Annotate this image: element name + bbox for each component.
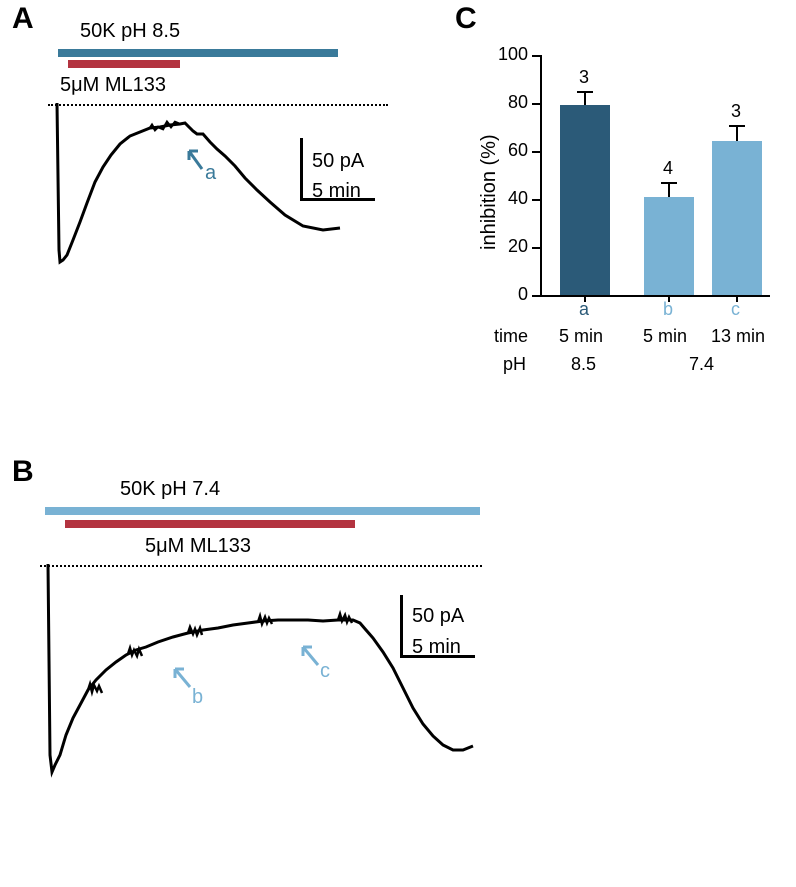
panel-b-scale-v-label: 50 pA (412, 605, 464, 628)
panel-c-n-label: 4 (663, 158, 673, 179)
panel-a-drug-label: 5μM ML133 (60, 74, 166, 97)
panel-c-ytick-label: 40 (496, 188, 528, 209)
panel-c-xtick (584, 295, 586, 302)
panel-c-ytick-label: 100 (496, 44, 528, 65)
panel-c-ytick (532, 199, 540, 201)
panel-b-arrow-b-label: b (192, 686, 203, 709)
panel-b-condition: 50K pH 7.4 (120, 478, 220, 501)
panel-c-ytick-label: 20 (496, 236, 528, 257)
panel-c-label: C (455, 2, 477, 36)
panel-b-label: B (12, 455, 34, 489)
panel-c-bar (560, 105, 610, 295)
panel-c-bar (644, 197, 694, 295)
panel-a-drug-bar (68, 60, 180, 68)
panel-c-bar-label: b (663, 299, 673, 320)
panel-c-ytick (532, 55, 540, 57)
panel-c-y-axis (540, 55, 542, 295)
panel-b-arrow-c-label: c (320, 660, 330, 683)
panel-c-errorbar (736, 125, 738, 142)
panel-a-arrow-label: a (205, 162, 216, 185)
panel-c-time-value: 5 min (643, 326, 687, 347)
panel-c-ytick (532, 295, 540, 297)
panel-a-top-bar (58, 49, 338, 57)
panel-b-top-bar (45, 507, 480, 515)
panel-c-xtick (736, 295, 738, 302)
panel-c-errorbar (668, 182, 670, 196)
panel-a-scale-vert (300, 138, 303, 198)
panel-b-scale-vert (400, 595, 403, 655)
panel-c-ytick-label: 0 (496, 284, 528, 305)
panel-c-ytick (532, 247, 540, 249)
panel-c-n-label: 3 (731, 101, 741, 122)
panel-c-errorbar (584, 91, 586, 105)
panel-c-ytick-label: 80 (496, 92, 528, 113)
panel-c-n-label: 3 (579, 67, 589, 88)
panel-c-bar-label: c (731, 299, 740, 320)
panel-c-ytick (532, 151, 540, 153)
panel-c-bar (712, 141, 762, 295)
panel-c-time-label: time (494, 326, 528, 347)
panel-c-ph-value: 8.5 (571, 354, 596, 375)
panel-c-ytick (532, 103, 540, 105)
panel-c-ph-value: 7.4 (689, 354, 714, 375)
panel-c-xtick (668, 295, 670, 302)
panel-c-errorcap (661, 182, 677, 184)
panel-b-drug-bar (65, 520, 355, 528)
panel-b-scale-h-label: 5 min (412, 636, 461, 659)
panel-b-trace (38, 560, 498, 810)
panel-a-condition: 50K pH 8.5 (80, 20, 180, 43)
panel-b-drug-label: 5μM ML133 (145, 535, 251, 558)
panel-c-time-value: 5 min (559, 326, 603, 347)
panel-c-errorcap (729, 125, 745, 127)
panel-c-time-value: 13 min (711, 326, 765, 347)
panel-c-ytick-label: 60 (496, 140, 528, 161)
panel-c-bar-label: a (579, 299, 589, 320)
panel-c-errorcap (577, 91, 593, 93)
panel-a-scale-h-label: 5 min (312, 180, 361, 203)
panel-a-label: A (12, 2, 34, 36)
panel-a-scale-v-label: 50 pA (312, 150, 364, 173)
panel-c-ph-label: pH (503, 354, 526, 375)
